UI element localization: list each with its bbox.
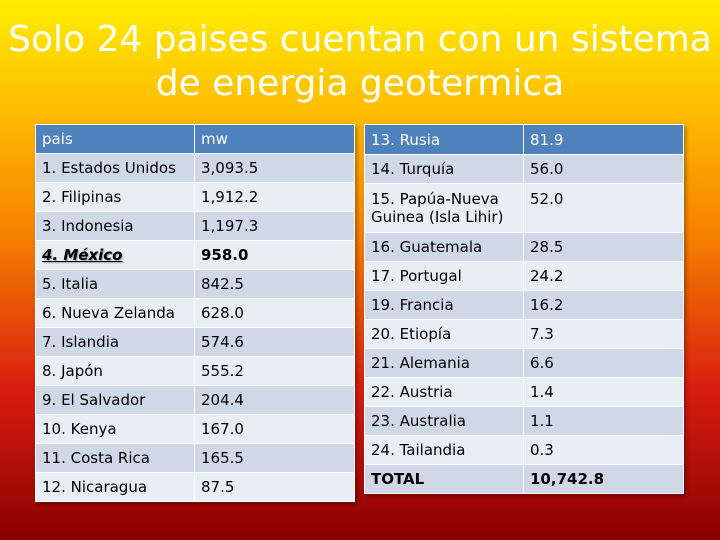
mw-cell: 6.6 [523,348,684,378]
table-row: 20. Etiopía 7.3 [364,319,684,349]
mw-cell: 1,912.2 [194,182,355,212]
country-cell: 9. El Salvador [35,385,195,415]
country-cell: 13. Rusia [364,124,524,155]
country-cell: 11. Costa Rica [35,443,195,473]
table-row: 12. Nicaragua 87.5 [35,472,355,502]
table-row: 19. Francia 16.2 [364,290,684,320]
header-mw: mw [194,124,355,154]
country-cell: 17. Portugal [364,261,524,291]
table-row: 16. Guatemala 28.5 [364,232,684,262]
table-row: 2. Filipinas 1,912.2 [35,182,355,212]
mw-cell: 574.6 [194,327,355,357]
mw-cell: 1.1 [523,406,684,436]
mw-cell: 3,093.5 [194,153,355,183]
geothermal-table-left: pais mw 1. Estados Unidos 3,093.5 2. Fil… [35,124,355,502]
country-cell: 15. Papúa-Nueva Guinea (Isla Lihir) [364,183,524,233]
table-row: 8. Japón 555.2 [35,356,355,386]
country-cell-mexico: 4. México [35,240,195,270]
table-row: 14. Turquía 56.0 [364,154,684,184]
table-row: 21. Alemania 6.6 [364,348,684,378]
mw-cell: 81.9 [523,124,684,155]
table-row: 13. Rusia 81.9 [364,124,684,155]
total-row: TOTAL 10,742.8 [364,464,684,494]
country-cell: 21. Alemania [364,348,524,378]
country-cell: 20. Etiopía [364,319,524,349]
table-row: 24. Tailandia 0.3 [364,435,684,465]
table-row: 17. Portugal 24.2 [364,261,684,291]
mw-cell: 165.5 [194,443,355,473]
mw-cell: 842.5 [194,269,355,299]
country-cell: 3. Indonesia [35,211,195,241]
country-cell: 5. Italia [35,269,195,299]
table-row: 1. Estados Unidos 3,093.5 [35,153,355,183]
mw-cell-mexico: 958.0 [194,240,355,270]
country-cell: 23. Australia [364,406,524,436]
table-header-row: pais mw [35,124,355,154]
country-cell: 6. Nueva Zelanda [35,298,195,328]
country-cell: 14. Turquía [364,154,524,184]
mw-cell: 0.3 [523,435,684,465]
table-row: 6. Nueva Zelanda 628.0 [35,298,355,328]
table-row: 3. Indonesia 1,197.3 [35,211,355,241]
table-row: 10. Kenya 167.0 [35,414,355,444]
geothermal-table-right: 13. Rusia 81.9 14. Turquía 56.0 15. Papú… [364,124,684,494]
mw-cell: 28.5 [523,232,684,262]
table-row: 15. Papúa-Nueva Guinea (Isla Lihir) 52.0 [364,183,684,233]
total-value: 10,742.8 [523,464,684,494]
mw-cell: 628.0 [194,298,355,328]
table-row-highlight: 4. México 958.0 [35,240,355,270]
mw-cell: 24.2 [523,261,684,291]
mw-cell: 167.0 [194,414,355,444]
country-cell: 2. Filipinas [35,182,195,212]
mw-cell: 1.4 [523,377,684,407]
table-row: 11. Costa Rica 165.5 [35,443,355,473]
table-row: 23. Australia 1.1 [364,406,684,436]
country-cell: 12. Nicaragua [35,472,195,502]
country-cell: 8. Japón [35,356,195,386]
country-cell: 1. Estados Unidos [35,153,195,183]
country-cell: 7. Islandia [35,327,195,357]
country-cell: 10. Kenya [35,414,195,444]
table-row: 7. Islandia 574.6 [35,327,355,357]
total-label: TOTAL [364,464,524,494]
country-cell: 24. Tailandia [364,435,524,465]
table-row: 22. Austria 1.4 [364,377,684,407]
mw-cell: 7.3 [523,319,684,349]
country-cell: 16. Guatemala [364,232,524,262]
mw-cell: 204.4 [194,385,355,415]
mw-cell: 1,197.3 [194,211,355,241]
country-cell: 19. Francia [364,290,524,320]
mw-cell: 87.5 [194,472,355,502]
mw-cell: 555.2 [194,356,355,386]
mw-cell: 16.2 [523,290,684,320]
page-title: Solo 24 paises cuentan con un sistema de… [8,19,712,104]
table-row: 9. El Salvador 204.4 [35,385,355,415]
table-row: 5. Italia 842.5 [35,269,355,299]
country-cell: 22. Austria [364,377,524,407]
header-pais: pais [35,124,195,154]
mw-cell: 52.0 [523,183,684,233]
mw-cell: 56.0 [523,154,684,184]
